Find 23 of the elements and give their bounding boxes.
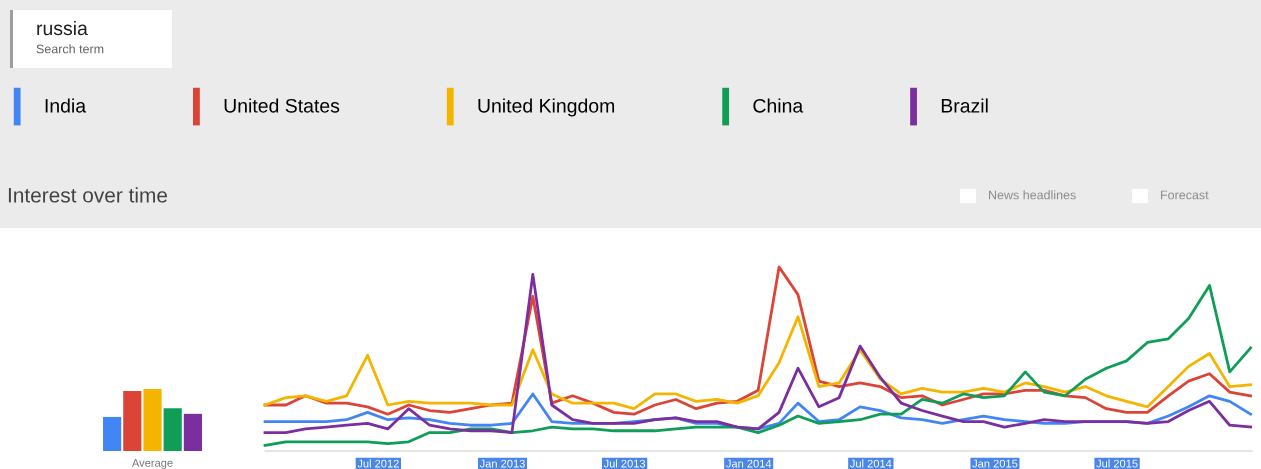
legend-label: India [45,98,87,113]
legend-label: Brazil [941,98,988,113]
x-tick-label: Jul 2013 [603,459,646,468]
legend-label: United States [224,98,340,113]
text: Interest over time [8,187,168,203]
text: russia [37,20,88,36]
bar [183,413,202,451]
bar [103,416,122,451]
text: Search term [36,44,104,54]
legend-label: China [753,98,804,113]
x-tick-label: Jan 2013 [479,459,525,468]
bar [143,389,162,451]
x-tick-label: Jul 2015 [1096,459,1138,468]
x-tick-label: Jul 2012 [357,459,399,468]
text: News headlines [989,190,1076,200]
bar [123,390,142,451]
text: Forecast [1161,190,1209,200]
x-axis-title: Average [131,459,173,469]
bar [163,408,182,451]
legend-label: United Kingdom [478,98,615,117]
x-tick-label: Jan 2014 [726,459,772,468]
x-tick-label: Jul 2014 [850,459,892,468]
x-tick-label: Jan 2015 [972,459,1018,468]
